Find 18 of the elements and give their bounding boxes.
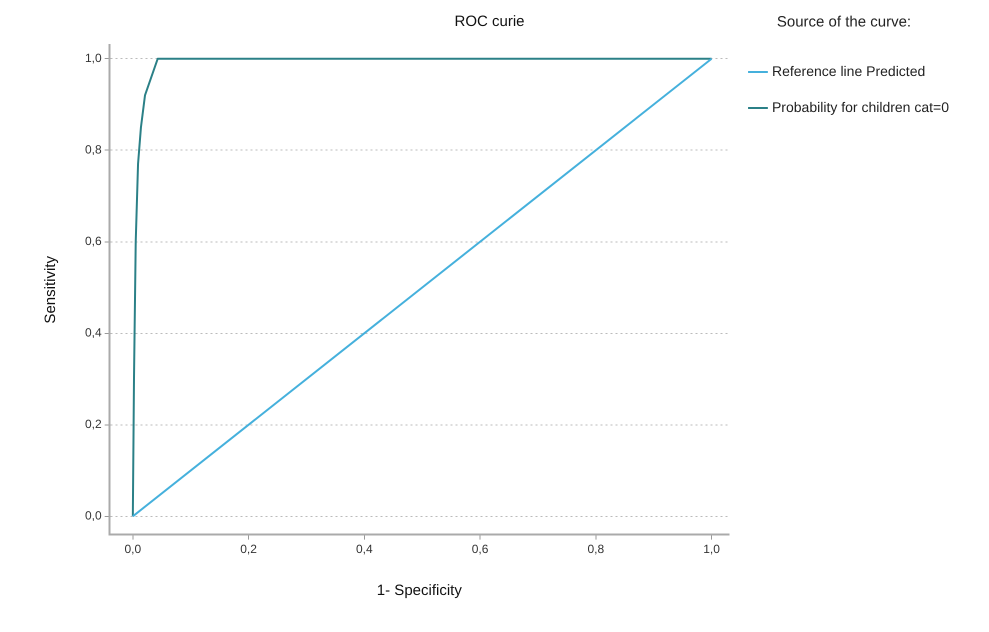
legend-title: Source of the curve: — [776, 14, 912, 31]
x-tick-label: 1,0 — [703, 542, 720, 556]
y-tick-label: 0,0 — [84, 508, 102, 523]
chart-title: ROC curie — [454, 13, 525, 30]
y-tick-label: 1,0 — [84, 51, 102, 66]
x-axis-title: 1- Specificity — [376, 582, 462, 600]
x-tick-label: 0,2 — [240, 542, 258, 556]
y-axis-title: Sensitivity — [42, 256, 60, 324]
y-tick-label: 0,8 — [84, 142, 102, 157]
legend-label: Reference line Predicted — [772, 62, 926, 79]
legend-label: Probability for children cat=0 — [772, 98, 950, 115]
x-tick-label: 0,0 — [124, 542, 142, 556]
x-tick-label: 0,4 — [356, 542, 374, 556]
y-tick-label: 0,4 — [84, 326, 102, 340]
y-tick-label: 0,6 — [84, 234, 102, 248]
x-tick-label: 0,6 — [472, 542, 489, 556]
y-tick-label: 0,2 — [84, 417, 102, 432]
x-tick-label: 0,8 — [588, 542, 605, 556]
